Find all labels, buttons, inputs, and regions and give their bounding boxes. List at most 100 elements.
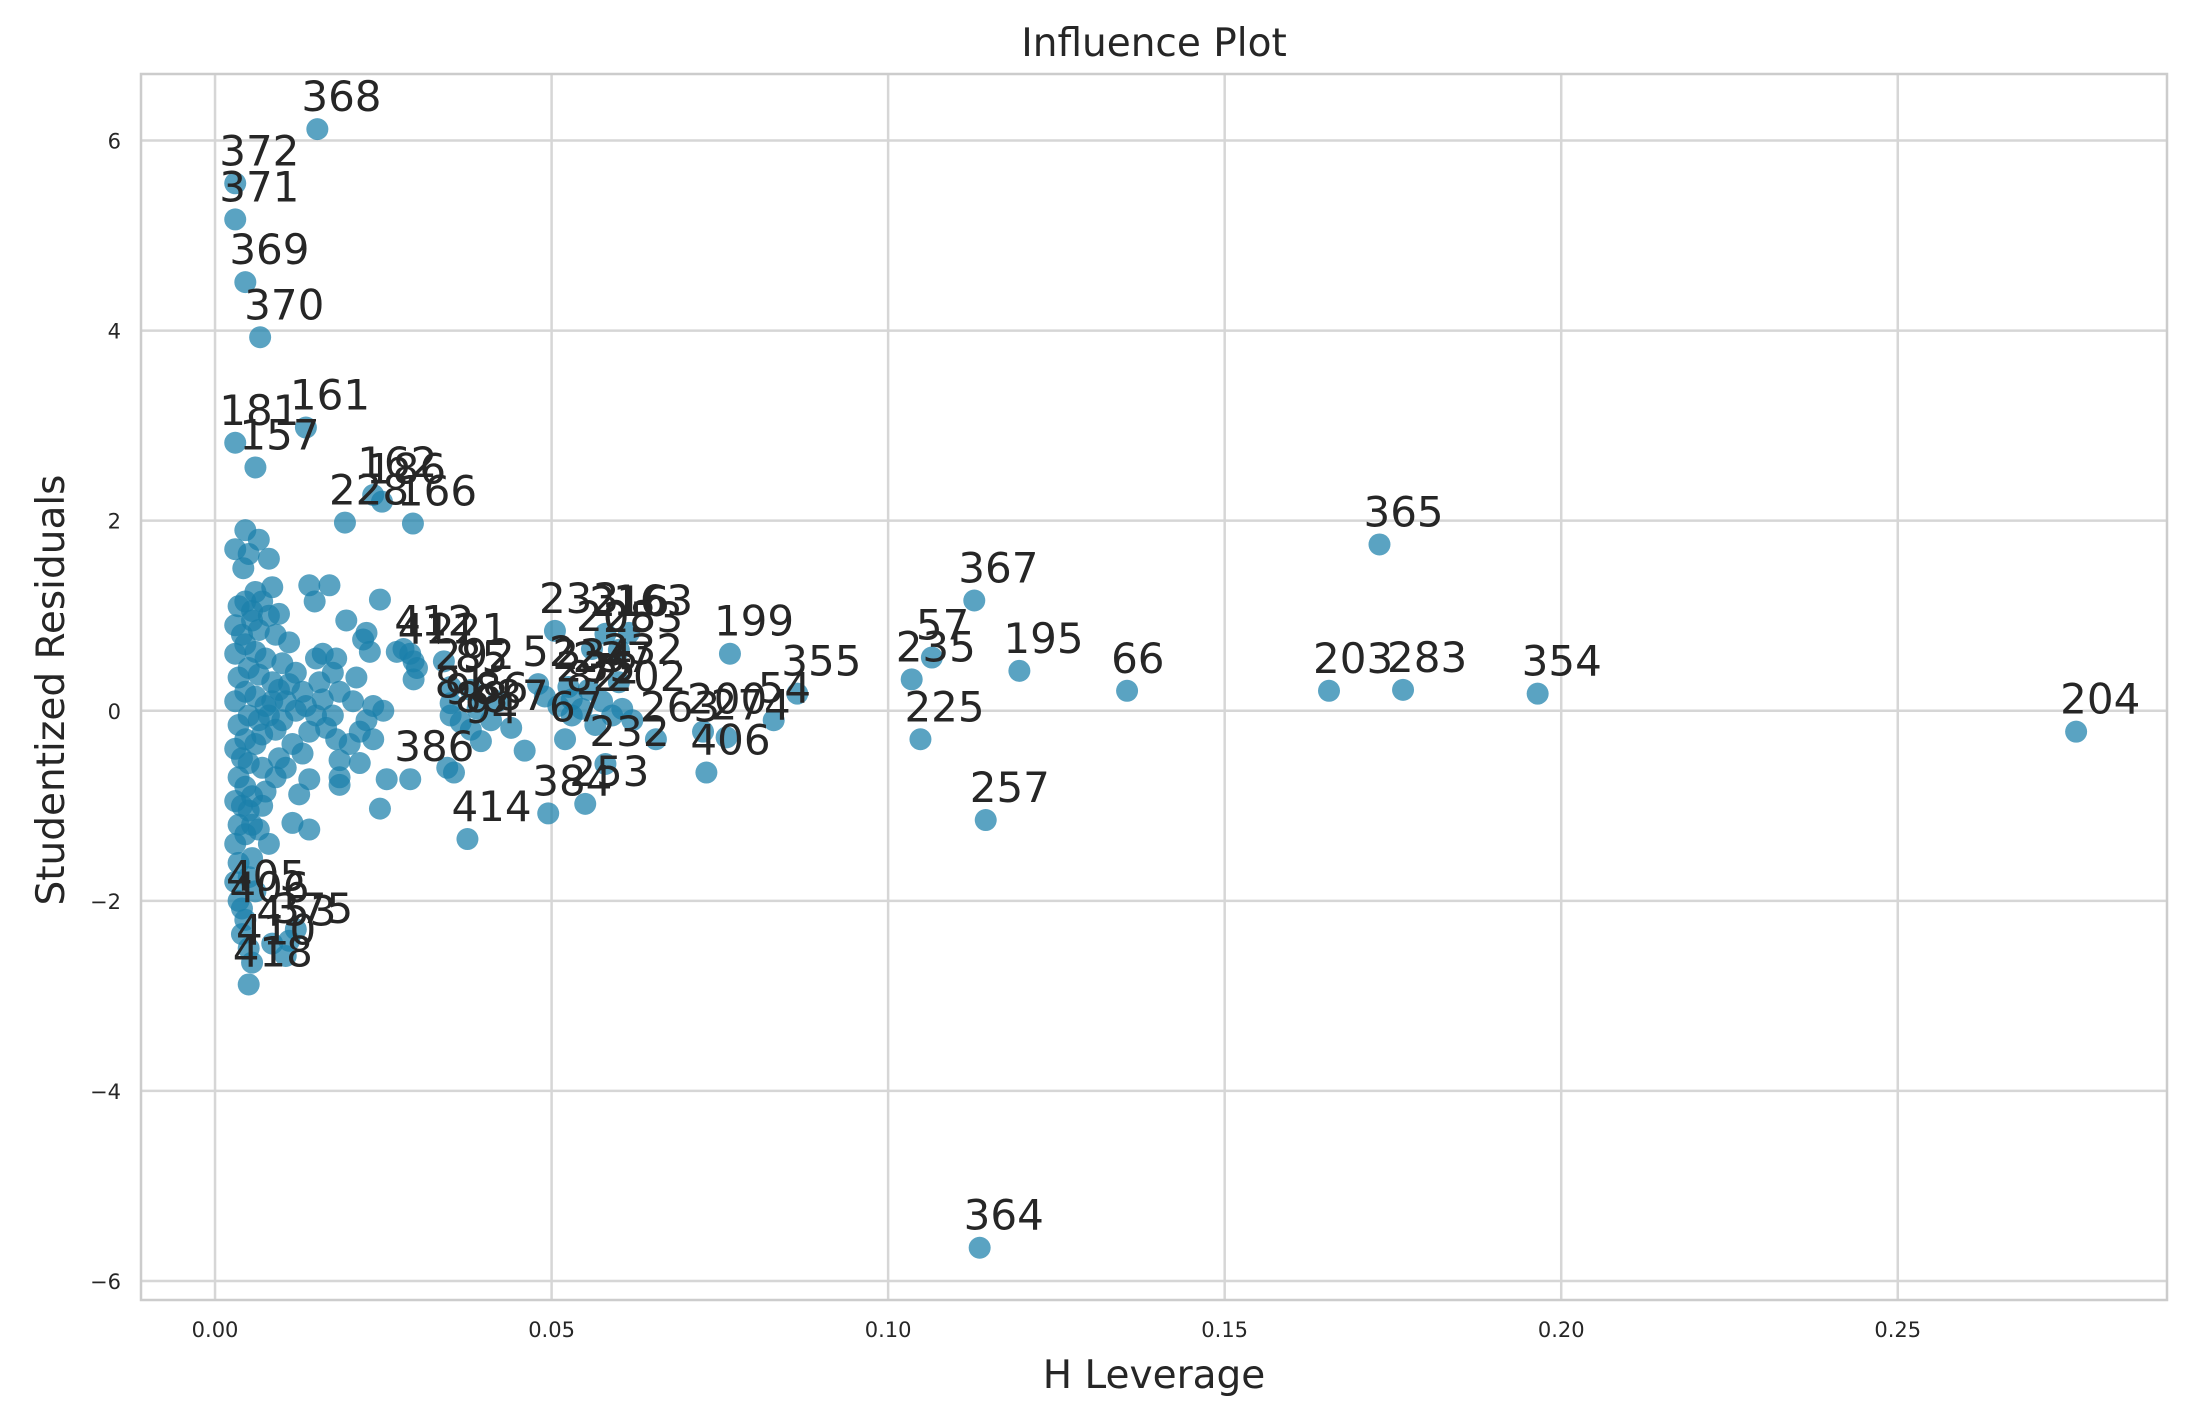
point-label: 52: [522, 627, 575, 676]
data-point: [261, 932, 284, 955]
point-label: 274: [711, 680, 791, 729]
data-point: [224, 870, 247, 893]
data-point: [439, 676, 462, 698]
data-point: [513, 739, 536, 762]
point-label: 369: [229, 225, 309, 274]
data-point: [247, 528, 270, 551]
data-point: [375, 768, 398, 791]
chart-title: Influence Plot: [1021, 21, 1287, 66]
point-label: 216: [589, 577, 669, 626]
point-label: 200: [687, 675, 767, 724]
data-point: [274, 756, 297, 779]
point-label: 412: [394, 597, 474, 646]
y-axis-ticks: 6 4 2 0 −2 −4 −6: [90, 130, 121, 1294]
y-tick-label: 0: [108, 700, 121, 724]
data-point: [432, 650, 455, 673]
data-point: [244, 880, 267, 903]
point-label: 232: [589, 707, 669, 756]
data-point: [963, 589, 986, 612]
x-tick-label: 0.15: [1201, 1318, 1248, 1342]
point-label: 235: [896, 622, 976, 671]
data-point: [543, 619, 566, 642]
data-point: [527, 673, 550, 696]
data-point: [486, 690, 509, 713]
data-point: [617, 621, 640, 644]
data-point: [345, 666, 368, 689]
point-label: 163: [613, 576, 693, 625]
point-label: 54: [758, 663, 811, 712]
data-point: [342, 690, 365, 713]
data-point: [1008, 659, 1031, 682]
data-point: [500, 716, 523, 739]
data-point: [1318, 679, 1341, 702]
data-point: [362, 728, 385, 751]
point-label: 253: [569, 747, 649, 796]
point-label: 203: [1313, 634, 1393, 683]
data-point: [306, 118, 329, 141]
data-point: [328, 773, 351, 796]
y-tick-label: 6: [108, 130, 121, 154]
point-label: 235: [556, 642, 636, 691]
x-axis-ticks: 0.00 0.05 0.10 0.15 0.20 0.25: [192, 1318, 1921, 1342]
point-label: 372: [219, 126, 299, 175]
point-label: 411: [398, 604, 478, 653]
point-label: 82: [566, 652, 619, 701]
point-label: 228: [329, 466, 409, 515]
data-point: [328, 749, 351, 772]
data-point: [264, 718, 287, 741]
data-point: [251, 794, 274, 817]
point-label: 202: [606, 652, 686, 701]
data-point: [348, 752, 371, 775]
data-point: [584, 714, 607, 737]
point-label: 263: [640, 682, 720, 731]
point-label: 371: [219, 162, 299, 211]
point-label: 368: [301, 72, 381, 121]
data-point: [234, 271, 257, 294]
data-point: [594, 752, 617, 775]
data-point: [368, 588, 391, 611]
y-tick-label: −6: [90, 1270, 121, 1294]
y-tick-label: 4: [108, 320, 121, 344]
data-point: [554, 728, 577, 751]
data-point: [594, 622, 617, 645]
data-point: [1116, 679, 1139, 702]
data-point: [574, 792, 597, 815]
data-point: [230, 747, 253, 770]
data-point: [718, 642, 741, 665]
data-point: [442, 761, 465, 784]
data-point: [241, 813, 264, 836]
data-point: [234, 908, 257, 931]
data-point: [232, 557, 255, 580]
point-label: 233: [539, 574, 619, 623]
point-label: 375: [273, 884, 353, 933]
data-point: [537, 802, 560, 825]
x-tick-label: 0.05: [528, 1318, 575, 1342]
grid-lines: [141, 74, 2167, 1300]
point-label: 453: [256, 887, 336, 936]
data-point: [224, 431, 247, 454]
point-label: 292: [435, 630, 515, 679]
point-label: 195: [1003, 614, 1083, 663]
point-label: 204: [2060, 675, 2140, 724]
data-point: [294, 416, 317, 439]
data-point: [2065, 720, 2088, 743]
data-point: [308, 671, 331, 694]
data-point: [278, 673, 301, 696]
data-point: [456, 828, 479, 851]
point-label: 208: [576, 592, 656, 641]
data-point: [900, 668, 923, 691]
data-point: [580, 637, 603, 660]
y-tick-label: −4: [90, 1080, 121, 1104]
point-label: 162: [357, 438, 437, 487]
data-point: [288, 783, 311, 806]
point-label: 86: [475, 663, 528, 712]
data-point: [1392, 678, 1415, 701]
point-label: 355: [781, 637, 861, 686]
data-point: [611, 697, 634, 720]
x-axis-label: H Leverage: [1043, 1353, 1266, 1398]
data-point: [303, 590, 326, 613]
data-point: [399, 768, 422, 791]
point-label: 386: [394, 722, 474, 771]
point-label: 410: [236, 906, 316, 955]
